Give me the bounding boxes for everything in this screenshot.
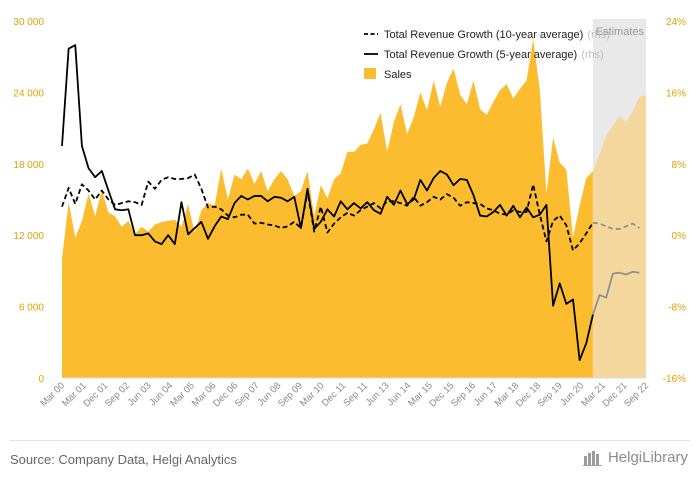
legend: Total Revenue Growth (10-year average) (r… bbox=[364, 29, 610, 81]
y-left-tick: 30 000 bbox=[13, 17, 44, 28]
chart: 0 6 000 12 000 18 000 24 000 30 000 -16% -8% 0% 8… bbox=[13, 17, 687, 409]
legend-unit: (rhs) bbox=[581, 49, 604, 61]
x-tick: Sep 07 bbox=[233, 380, 262, 409]
footer-divider bbox=[10, 440, 690, 441]
growth-5y-estimate-line bbox=[592, 270, 640, 315]
footer: Source: Company Data, Helgi Analytics He… bbox=[0, 440, 700, 483]
x-tick: Sep 19 bbox=[536, 380, 565, 409]
y-right-tick: 24% bbox=[666, 17, 686, 28]
y-left-tick: 24 000 bbox=[13, 88, 44, 99]
y-right-tick: 8% bbox=[672, 160, 687, 171]
legend-label: Sales bbox=[384, 69, 412, 81]
y-right-tick: -8% bbox=[668, 303, 686, 314]
legend-label: Total Revenue Growth (10-year average) (r… bbox=[384, 29, 610, 41]
legend-swatch-sales bbox=[364, 68, 376, 79]
y-left-tick: 18 000 bbox=[13, 160, 44, 171]
y-left-tick: 12 000 bbox=[13, 231, 44, 242]
growth-5y-line bbox=[61, 44, 594, 362]
y-right-tick: 16% bbox=[666, 88, 686, 99]
brand-logo: HelgiLibrary bbox=[582, 449, 688, 466]
y-left-tick: 0 bbox=[38, 374, 44, 385]
legend-unit: (rhs) bbox=[587, 29, 610, 41]
sales-area-estimate bbox=[592, 94, 646, 378]
x-tick: Sep 11 bbox=[341, 380, 370, 409]
brand-name: HelgiLibrary bbox=[607, 449, 688, 466]
x-tick: Jun 03 bbox=[126, 380, 154, 408]
x-tick: Sep 02 bbox=[103, 380, 132, 409]
x-tick: Sep 16 bbox=[449, 380, 478, 409]
growth-10y-estimate-line bbox=[592, 221, 640, 230]
y-left-tick: 6 000 bbox=[19, 303, 44, 314]
y-right-tick: -16% bbox=[663, 374, 686, 385]
y-right-tick: 0% bbox=[672, 231, 687, 242]
estimates-label: Estimates bbox=[596, 26, 645, 38]
source-note: Source: Company Data, Helgi Analytics bbox=[10, 452, 237, 467]
growth-10y-line bbox=[61, 173, 594, 252]
x-tick: Jun 13 bbox=[364, 380, 392, 408]
helgi-library-icon bbox=[582, 450, 602, 466]
x-tick: Sep 22 bbox=[622, 380, 651, 409]
legend-label: Total Revenue Growth (5-year average) (rh… bbox=[384, 49, 604, 61]
